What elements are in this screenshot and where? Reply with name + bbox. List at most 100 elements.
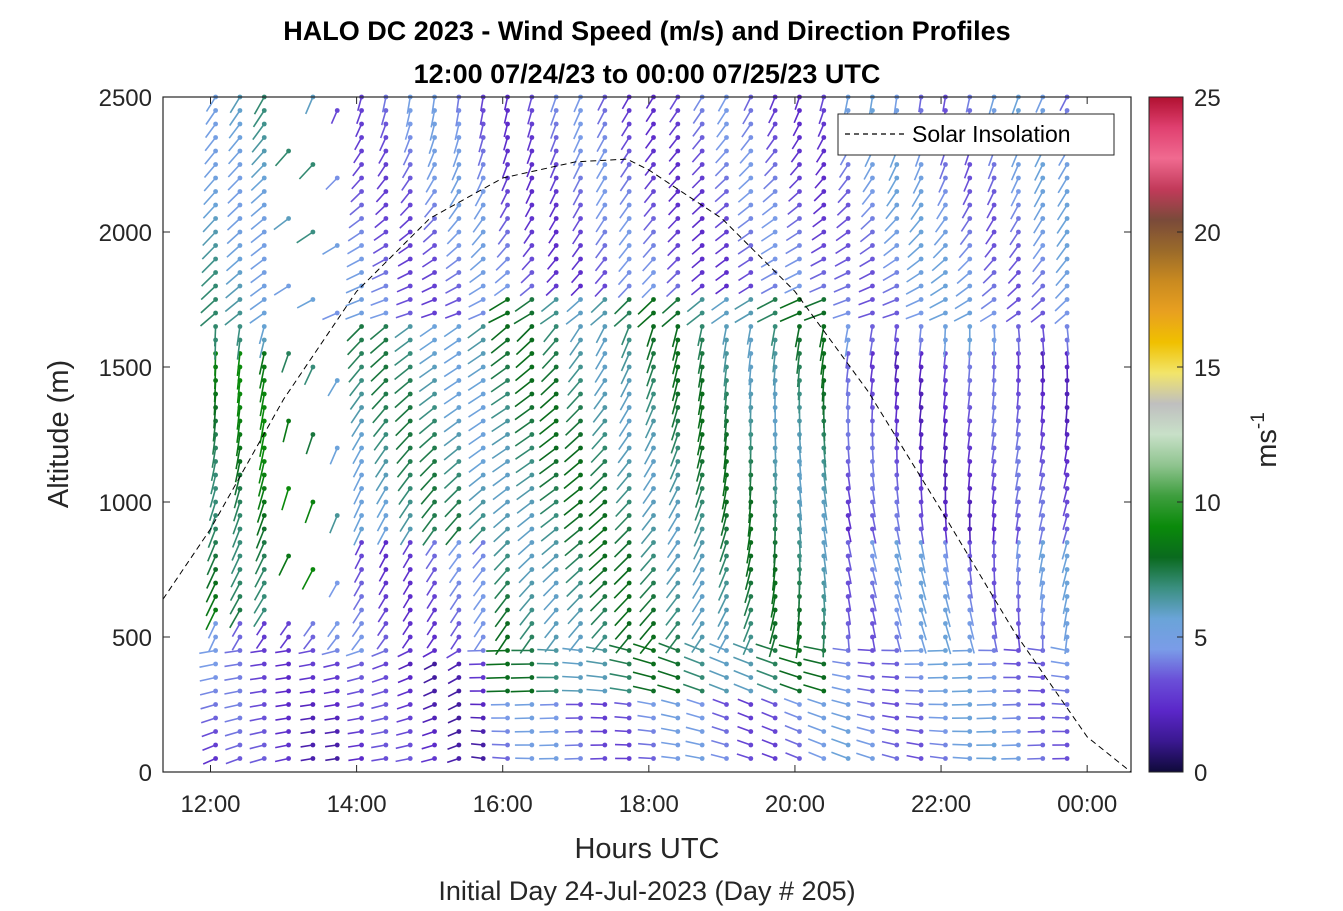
wind-barb xyxy=(275,742,291,749)
wind-barb xyxy=(561,688,583,694)
wind-barb xyxy=(425,553,437,570)
wind-barb xyxy=(641,283,656,299)
wind-barb xyxy=(614,607,632,627)
wind-barb xyxy=(596,108,608,125)
wind-barb xyxy=(643,459,656,478)
wind-barb xyxy=(418,391,437,407)
wind-barb xyxy=(231,526,243,548)
wind-barb xyxy=(486,648,510,653)
wind-barb xyxy=(445,256,462,270)
wind-barb xyxy=(443,351,462,364)
wind-barb xyxy=(350,189,364,203)
wind-barb xyxy=(449,594,462,611)
wind-barb xyxy=(660,713,681,721)
wind-barb xyxy=(642,243,656,259)
wind-barb xyxy=(620,351,632,372)
wind-barb xyxy=(379,121,389,139)
wind-barb xyxy=(522,243,535,258)
wind-barb xyxy=(569,337,583,356)
wind-barb xyxy=(376,499,389,519)
wind-barb xyxy=(377,162,389,177)
wind-barb xyxy=(682,683,705,694)
wind-barb xyxy=(224,729,243,737)
wind-barb xyxy=(614,702,632,707)
wind-barb xyxy=(372,418,389,438)
wind-barb xyxy=(639,567,656,586)
wind-barb xyxy=(572,202,583,219)
wind-barb xyxy=(329,513,340,534)
wind-barb xyxy=(250,648,267,654)
wind-barb xyxy=(669,459,681,480)
wind-barb xyxy=(590,729,608,734)
wind-barb xyxy=(347,702,364,709)
wind-barb xyxy=(329,445,340,465)
wind-barb xyxy=(402,594,413,609)
wind-barb xyxy=(691,243,705,255)
wind-barb xyxy=(275,702,291,708)
wind-barb xyxy=(493,553,510,571)
footer-initial-day: Initial Day 24-Jul-2023 (Day # 205) xyxy=(438,876,855,906)
wind-barb xyxy=(614,297,632,315)
wind-barb xyxy=(524,216,535,231)
wind-barb xyxy=(570,283,583,297)
wind-barb xyxy=(586,688,608,694)
wind-barb xyxy=(494,594,510,614)
wind-barb xyxy=(596,162,608,180)
wind-barb xyxy=(472,567,486,583)
wind-barb xyxy=(467,648,486,653)
wind-barb xyxy=(609,658,632,667)
wind-barb xyxy=(207,526,219,548)
wind-barb xyxy=(696,432,705,456)
wind-barb xyxy=(420,310,437,319)
wind-barb xyxy=(563,486,583,503)
wind-barb xyxy=(562,675,583,680)
x-tick-label: 22:00 xyxy=(911,791,971,818)
wind-barb xyxy=(685,726,705,734)
wind-barb xyxy=(305,432,316,455)
wind-barb xyxy=(468,310,486,321)
wind-barb xyxy=(518,594,535,612)
x-tick-label: 18:00 xyxy=(619,791,679,818)
wind-barb xyxy=(450,175,462,194)
wind-barb xyxy=(588,567,608,585)
wind-barb xyxy=(199,648,219,655)
wind-barb xyxy=(325,756,340,762)
wind-barb xyxy=(250,661,267,667)
wind-barb xyxy=(693,513,705,534)
wind-barb xyxy=(422,715,437,724)
wind-barb xyxy=(348,364,364,383)
wind-barb xyxy=(421,729,437,737)
wind-barb xyxy=(641,513,656,531)
wind-barb xyxy=(637,714,656,721)
wind-barb xyxy=(645,378,656,400)
wind-barb xyxy=(258,445,267,471)
wind-barb xyxy=(665,580,681,599)
wind-barb xyxy=(423,675,437,684)
wind-barb xyxy=(614,526,632,545)
wind-barb xyxy=(572,135,583,153)
wind-barb xyxy=(213,324,219,347)
wind-barb xyxy=(398,229,413,242)
wind-barb xyxy=(250,270,267,284)
chart-title: HALO DC 2023 - Wind Speed (m/s) and Dire… xyxy=(283,16,1010,46)
wind-barb xyxy=(471,229,486,246)
wind-barb xyxy=(572,148,583,167)
wind-barb xyxy=(708,683,729,694)
wind-barb xyxy=(540,364,559,383)
wind-barb xyxy=(514,378,535,395)
wind-barb xyxy=(352,594,364,611)
y-tick-label: 1500 xyxy=(99,355,152,382)
wind-barb xyxy=(396,702,413,710)
wind-barb xyxy=(371,756,389,762)
wind-barb xyxy=(588,553,608,571)
wind-barb xyxy=(472,580,486,597)
wind-barb xyxy=(514,297,535,313)
wind-barb xyxy=(536,688,559,694)
wind-barb xyxy=(421,499,437,519)
wind-barb xyxy=(451,162,462,181)
wind-barb xyxy=(568,634,583,652)
wind-barb xyxy=(351,621,364,638)
wind-barb xyxy=(671,405,681,428)
wind-barb xyxy=(692,567,705,586)
wind-barb xyxy=(278,553,291,576)
